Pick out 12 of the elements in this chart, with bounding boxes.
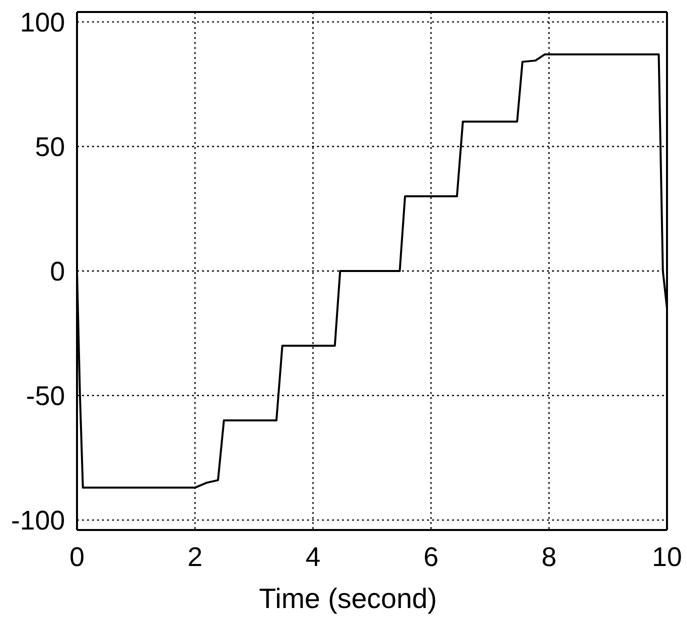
x-tick-label: 0 — [69, 542, 85, 572]
y-tick-label: -100 — [10, 506, 65, 536]
y-tick-label: 0 — [50, 256, 65, 287]
y-tick-label: 100 — [20, 8, 65, 38]
x-tick-label: 4 — [305, 542, 321, 572]
y-tick-label: 50 — [34, 132, 65, 162]
y-tick-label: -50 — [26, 381, 65, 412]
x-tick-label: 8 — [541, 542, 557, 572]
x-axis-title: Time (second) — [259, 583, 437, 614]
x-tick-label: 6 — [423, 542, 439, 572]
x-tick-label: 2 — [187, 542, 203, 572]
x-tick-label: 10 — [652, 542, 682, 572]
